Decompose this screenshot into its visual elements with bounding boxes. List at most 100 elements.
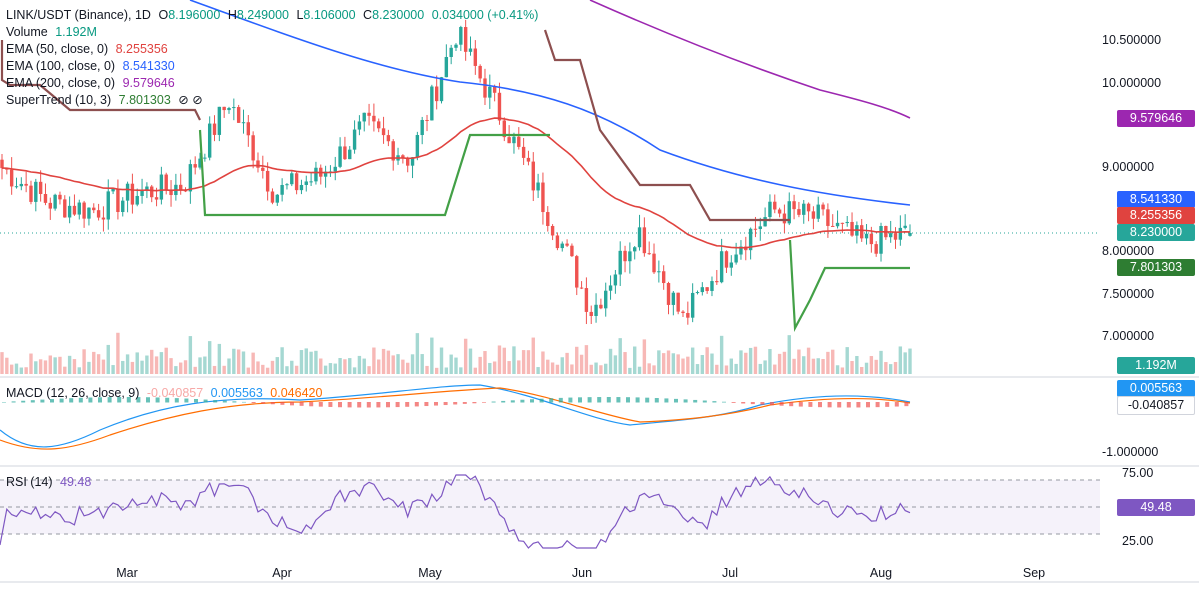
volume-bar bbox=[381, 348, 386, 374]
candle-body bbox=[251, 135, 255, 161]
candle-body bbox=[9, 169, 14, 187]
volume-bar bbox=[232, 348, 236, 374]
volume-bar bbox=[174, 366, 178, 374]
candle-body bbox=[719, 251, 724, 283]
price-tick: 7.500000 bbox=[1102, 287, 1155, 301]
volume-bar bbox=[434, 367, 439, 374]
candle-body bbox=[773, 201, 777, 210]
volume-bar bbox=[700, 354, 705, 374]
high-value: 8.249000 bbox=[236, 8, 289, 22]
macd-line bbox=[0, 384, 911, 448]
macd-histogram-bar bbox=[261, 402, 266, 404]
price-tick: 10.500000 bbox=[1102, 33, 1162, 47]
volume-bar bbox=[290, 360, 294, 374]
volume-bar bbox=[314, 350, 318, 374]
candle-body bbox=[265, 170, 270, 192]
volume-bar bbox=[488, 362, 492, 374]
volume-bar bbox=[24, 367, 28, 374]
volume-bar bbox=[140, 360, 144, 374]
macd-histogram-bar bbox=[386, 402, 390, 408]
volume-bar bbox=[96, 354, 101, 374]
candle-body bbox=[864, 233, 869, 239]
candle-body bbox=[280, 184, 284, 195]
macd-histogram-bar bbox=[11, 401, 16, 403]
volume-bar bbox=[652, 365, 656, 374]
volume-legend[interactable]: Volume 1.192M bbox=[6, 24, 101, 40]
candle-body bbox=[53, 194, 57, 209]
volume-bar bbox=[483, 351, 487, 374]
x-tick-sep: Sep bbox=[1022, 566, 1046, 580]
volume-bar bbox=[463, 338, 468, 374]
macd-legend[interactable]: MACD (12, 26, close, 9) -0.040857 0.0055… bbox=[6, 385, 326, 401]
macd-histogram-bar bbox=[856, 402, 861, 408]
volume-bar bbox=[604, 363, 608, 374]
candle-body bbox=[550, 225, 555, 236]
candle-body bbox=[420, 119, 424, 136]
rsi-legend[interactable]: RSI (14) 49.48 bbox=[6, 474, 95, 490]
candle-body bbox=[888, 233, 893, 238]
candle-body bbox=[700, 287, 705, 293]
ema50-price-pill: 8.255356 bbox=[1117, 207, 1195, 224]
candle-body bbox=[256, 160, 260, 168]
price-tick: 8.000000 bbox=[1102, 244, 1155, 258]
volume-bar bbox=[565, 352, 569, 374]
candle-body bbox=[377, 121, 381, 129]
candle-body bbox=[58, 194, 62, 200]
candle-body bbox=[657, 271, 661, 273]
candle-body bbox=[753, 228, 758, 230]
macd-histogram-bar bbox=[491, 401, 496, 403]
macd-histogram-bar bbox=[616, 397, 621, 403]
volume-bar bbox=[763, 360, 767, 374]
volume-bar bbox=[420, 354, 424, 374]
volume-bar bbox=[888, 364, 893, 374]
volume-bar bbox=[657, 350, 661, 374]
supertrend-legend[interactable]: SuperTrend (10, 3) 7.801303 ⊘ ⊘ bbox=[6, 92, 207, 108]
volume-bar bbox=[48, 355, 52, 374]
candle-body bbox=[512, 136, 516, 144]
candle-body bbox=[594, 304, 598, 316]
volume-bar bbox=[893, 361, 898, 374]
candle-body bbox=[82, 202, 86, 219]
macd-histogram-bar bbox=[789, 402, 794, 407]
macd-histogram-bar bbox=[722, 401, 726, 403]
hidden-icon[interactable]: ⊘ ⊘ bbox=[178, 93, 203, 107]
volume-bar bbox=[802, 356, 806, 374]
volume-price-pill: 1.192M bbox=[1117, 357, 1195, 374]
ema100-price-pill: 8.541330 bbox=[1117, 191, 1195, 208]
volume-bar bbox=[536, 367, 540, 374]
candle-body bbox=[106, 191, 110, 220]
volume-bar bbox=[77, 367, 81, 374]
macd-histogram-bar bbox=[395, 402, 400, 408]
volume-bar bbox=[5, 357, 9, 374]
volume-bar bbox=[821, 358, 825, 374]
macd-histogram-bar bbox=[645, 397, 650, 403]
volume-bar bbox=[773, 364, 777, 374]
volume-bar bbox=[575, 346, 579, 374]
candle-body bbox=[63, 199, 67, 218]
candle-body bbox=[546, 212, 550, 226]
macd-histogram-bar bbox=[712, 401, 717, 403]
candle-body bbox=[212, 123, 217, 135]
ema200-legend[interactable]: EMA (200, close, 0) 9.579646 bbox=[6, 75, 179, 91]
candle-body bbox=[87, 207, 91, 219]
candle-body bbox=[164, 174, 168, 190]
ema50-legend[interactable]: EMA (50, close, 0) 8.255356 bbox=[6, 41, 172, 57]
candle-body bbox=[748, 228, 753, 251]
candle-body bbox=[734, 254, 738, 263]
volume-bar bbox=[526, 350, 531, 374]
volume-bar bbox=[357, 355, 362, 374]
ema100-value: 8.541330 bbox=[122, 59, 175, 73]
macd-histogram-bar bbox=[59, 398, 64, 403]
candle-body bbox=[29, 185, 33, 202]
candles bbox=[0, 19, 912, 325]
volume-bar bbox=[715, 364, 719, 374]
volume-bar bbox=[261, 364, 265, 374]
volume-bar bbox=[343, 359, 347, 374]
candle-body bbox=[463, 27, 468, 52]
volume-bar bbox=[92, 351, 96, 374]
macd-histogram-bar bbox=[299, 402, 304, 406]
volume-bar bbox=[531, 337, 535, 374]
price-tick: 7.000000 bbox=[1102, 329, 1155, 343]
ema100-legend[interactable]: EMA (100, close, 0) 8.541330 bbox=[6, 58, 179, 74]
